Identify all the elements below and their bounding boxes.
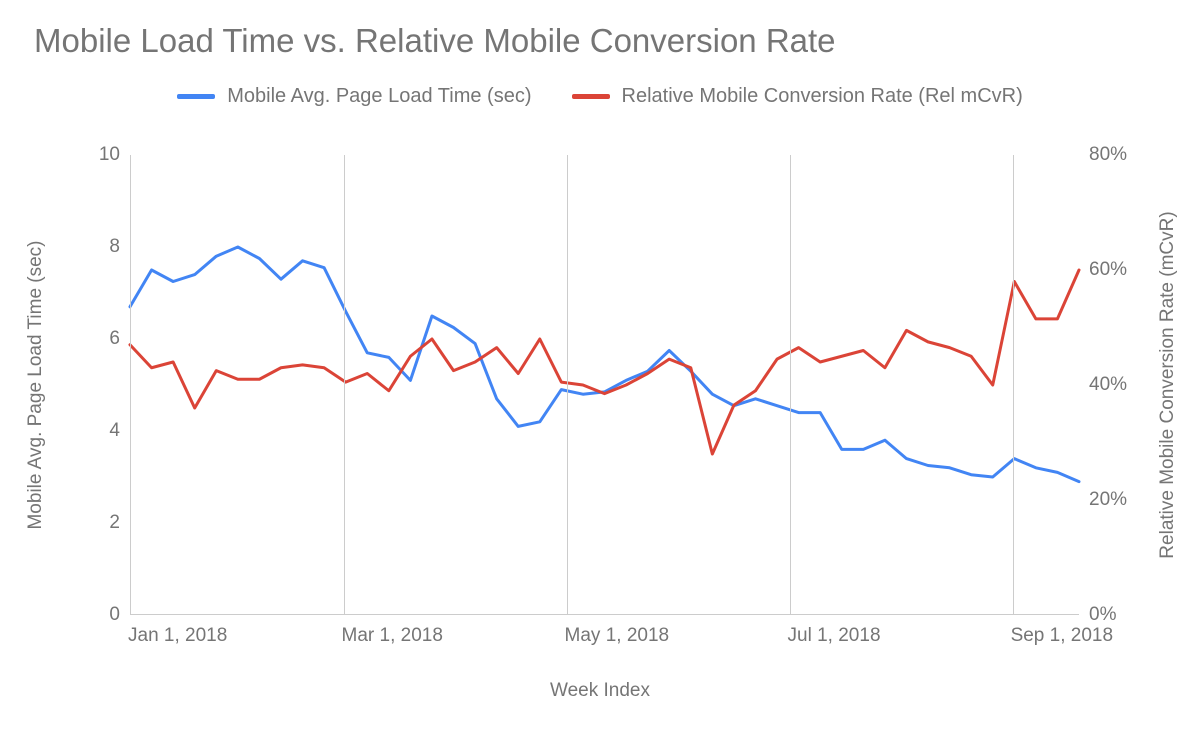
x-axis-title: Week Index bbox=[0, 680, 1200, 702]
legend-label-load-time: Mobile Avg. Page Load Time (sec) bbox=[227, 85, 531, 108]
y-left-axis-title: Mobile Avg. Page Load Time (sec) bbox=[25, 240, 47, 529]
y-left-tick-label: 6 bbox=[109, 328, 120, 350]
series-line bbox=[130, 270, 1079, 454]
x-tick-label: Jan 1, 2018 bbox=[128, 625, 227, 647]
legend-swatch-mcvr bbox=[572, 94, 610, 99]
y-left-tick-label: 10 bbox=[99, 144, 120, 166]
y-right-tick-label: 80% bbox=[1089, 144, 1127, 166]
x-tick-label: Mar 1, 2018 bbox=[342, 625, 443, 647]
y-left-tick-label: 2 bbox=[109, 512, 120, 534]
y-right-axis-title: Relative Mobile Conversion Rate (mCvR) bbox=[1157, 211, 1179, 558]
y-left-tick-label: 4 bbox=[109, 420, 120, 442]
series-line bbox=[130, 247, 1079, 482]
y-right-tick-label: 40% bbox=[1089, 374, 1127, 396]
chart-container: Mobile Load Time vs. Relative Mobile Con… bbox=[0, 0, 1200, 742]
x-tick-label: Sep 1, 2018 bbox=[1011, 625, 1113, 647]
chart-lines bbox=[130, 155, 1079, 615]
gridline-vertical bbox=[130, 155, 131, 615]
gridline-vertical bbox=[567, 155, 568, 615]
gridline-vertical bbox=[790, 155, 791, 615]
gridline-vertical bbox=[344, 155, 345, 615]
y-right-tick-label: 20% bbox=[1089, 489, 1127, 511]
y-left-tick-label: 8 bbox=[109, 236, 120, 258]
y-right-tick-label: 60% bbox=[1089, 259, 1127, 281]
legend: Mobile Avg. Page Load Time (sec) Relativ… bbox=[0, 85, 1200, 108]
x-tick-label: May 1, 2018 bbox=[565, 625, 670, 647]
legend-item-mcvr: Relative Mobile Conversion Rate (Rel mCv… bbox=[572, 85, 1023, 108]
y-left-tick-label: 0 bbox=[109, 604, 120, 626]
x-tick-label: Jul 1, 2018 bbox=[788, 625, 881, 647]
legend-label-mcvr: Relative Mobile Conversion Rate (Rel mCv… bbox=[622, 85, 1023, 108]
y-right-tick-label: 0% bbox=[1089, 604, 1116, 626]
plot-area: Jan 1, 2018Mar 1, 2018May 1, 2018Jul 1, … bbox=[130, 155, 1079, 615]
legend-swatch-load-time bbox=[177, 94, 215, 99]
legend-item-load-time: Mobile Avg. Page Load Time (sec) bbox=[177, 85, 531, 108]
chart-title: Mobile Load Time vs. Relative Mobile Con… bbox=[34, 22, 836, 60]
gridline-vertical bbox=[1013, 155, 1014, 615]
